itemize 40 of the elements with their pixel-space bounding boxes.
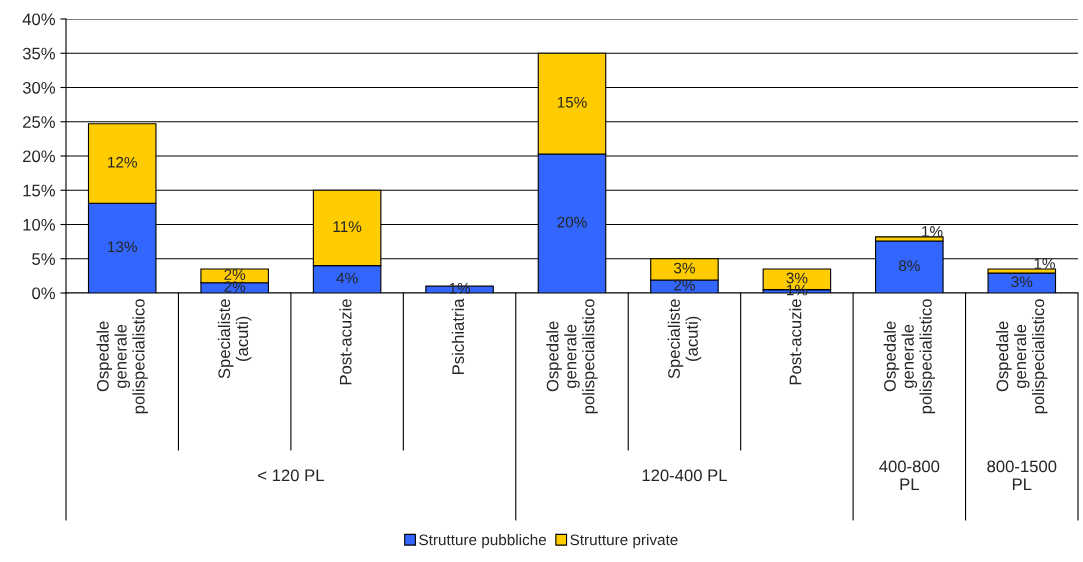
x-tick-label: Ospedale generale polispecialistico: [96, 299, 148, 414]
y-tick-label: 10%: [23, 218, 55, 231]
text: 800-1500 PL: [987, 460, 1057, 491]
data-label: 1%: [1034, 258, 1055, 269]
data-label: 20%: [557, 216, 587, 228]
data-label: 15%: [557, 96, 587, 108]
data-label: 3%: [1011, 276, 1033, 288]
data-label: 2%: [224, 269, 246, 280]
x-tick-label: Post-acuzie: [789, 299, 802, 385]
legend-label: Strutture private: [570, 534, 678, 549]
x-tick-label: Psichiatria: [451, 298, 465, 374]
data-label: 11%: [333, 221, 362, 232]
data-label: 13%: [108, 241, 137, 253]
data-label: 2%: [224, 281, 246, 292]
data-label: 1%: [787, 284, 808, 296]
x-tick-label: Ospedale generale polispecialistico: [883, 299, 936, 414]
y-tick-label: 5%: [32, 253, 55, 265]
x-tick-label: Post-acuzie: [339, 299, 352, 385]
y-tick-label: 20%: [23, 150, 55, 163]
y-tick-label: 30%: [22, 81, 55, 94]
x-tick-label: Specialiste (acuti): [217, 299, 252, 379]
y-tick-label: 0%: [32, 287, 55, 300]
text: 120-400 PL: [642, 469, 727, 482]
y-tick-label: 15%: [23, 184, 55, 197]
x-tick-label: Ospedale generale polispecialistico: [546, 299, 598, 414]
y-tick-label: 40%: [22, 13, 55, 26]
legend-label: Strutture pubbliche: [419, 534, 547, 549]
y-tick-label: 35%: [22, 47, 55, 60]
x-tick-label: Ospedale generale polispecialistico: [996, 299, 1048, 414]
text: < 120 PL: [258, 469, 324, 482]
data-label: 1%: [922, 226, 943, 237]
data-label: 3%: [786, 272, 808, 284]
x-tick-label: Specialiste (acuti): [667, 299, 702, 379]
y-tick-label: 25%: [23, 116, 55, 128]
data-label: 12%: [108, 156, 137, 168]
data-label: 2%: [674, 279, 695, 291]
data-label: 4%: [336, 272, 358, 284]
data-label: 8%: [898, 260, 920, 272]
data-label: 3%: [673, 262, 695, 274]
text: 400-800 PL: [879, 460, 940, 491]
